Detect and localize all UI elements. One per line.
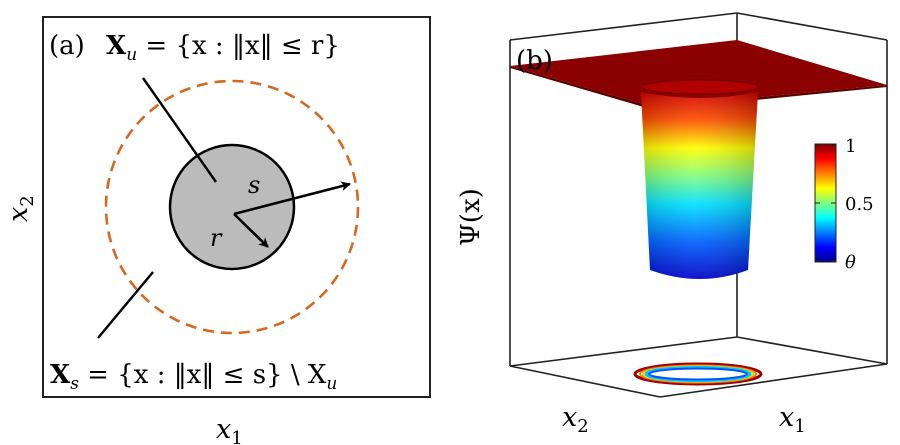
xs-pointer-line <box>97 271 154 339</box>
unsafe-set-disk <box>168 143 296 271</box>
floor-contour-rings <box>633 362 763 386</box>
panel-b-label: (b) <box>516 46 553 76</box>
xs-set-definition: Xs = {x : ‖x‖ ≤ s} \ Xu <box>50 360 337 394</box>
plateau-surface <box>510 40 887 107</box>
plateau-edge <box>510 66 887 110</box>
panel-b-z-axis-label: Ψ(x) <box>456 188 486 246</box>
panel-b: (b) 1 0.5 θ Ψ(x) x2 x1 <box>456 12 888 437</box>
s-radius-arrow <box>233 181 351 216</box>
well-rim <box>641 79 759 95</box>
panel-b-x2-axis-label: x2 <box>562 402 589 437</box>
panel-a-x1-axis-label: x1 <box>216 414 243 445</box>
panel-a-frame <box>42 16 431 398</box>
panel-a: s r (a) Xu = {x : ‖x‖ ≤ r} Xs = {x : ‖x‖… <box>3 16 431 445</box>
r-radius-arrow <box>233 213 269 248</box>
panel-a-x2-axis-label: x2 <box>3 195 38 222</box>
colorbar-tick-1: 1 <box>845 136 856 157</box>
colorbar-tick-0-5: 0.5 <box>845 194 874 215</box>
s-label: s <box>248 171 260 199</box>
panel-b-x1-axis-label: x1 <box>779 402 806 437</box>
panel-b-box <box>509 12 888 398</box>
well-cylinder-shade <box>641 92 758 279</box>
xu-pointer-line <box>142 77 217 183</box>
colorbar-tick-theta: θ <box>845 252 856 273</box>
r-label: r <box>210 224 223 252</box>
safe-set-dashed-circle <box>104 79 360 335</box>
panel-a-label: (a) <box>49 31 85 61</box>
colorbar-tick-marks <box>815 144 836 262</box>
xu-set-definition: Xu = {x : ‖x‖ ≤ r} <box>106 31 340 65</box>
